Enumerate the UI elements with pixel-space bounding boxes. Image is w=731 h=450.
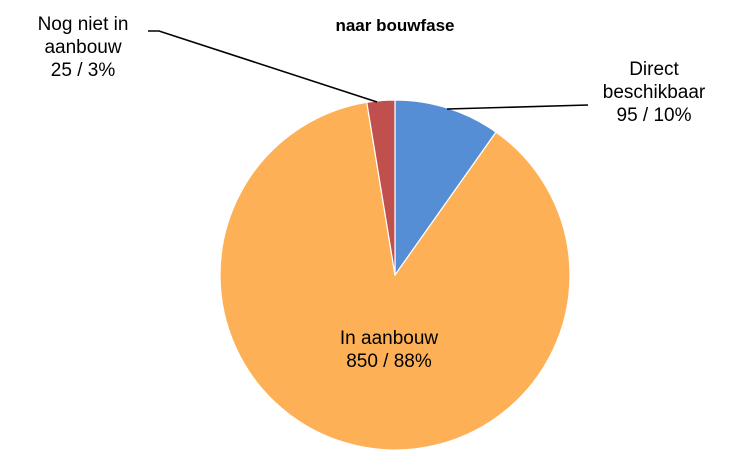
chart-title: naar bouwfase bbox=[335, 16, 454, 35]
slice-label-line: Direct bbox=[629, 59, 679, 80]
pie-slice-3 bbox=[366, 99, 396, 276]
leader-line-1 bbox=[446, 104, 589, 110]
data-labels: Direct beschikbaar 95 / 10% In aanbouw 850 /… bbox=[38, 14, 706, 372]
slice-label-line: 25 / 3% bbox=[51, 60, 116, 81]
slice-label-line: In aanbouw bbox=[340, 328, 439, 349]
slice-label-line: 850 / 88% bbox=[346, 351, 432, 372]
slice-label-2: In aanbouw 850 / 88% bbox=[340, 328, 439, 372]
pie-slice-2 bbox=[219, 101, 571, 450]
slice-label-line: Nog niet in bbox=[38, 14, 129, 35]
leader-lines bbox=[148, 30, 589, 110]
leader-line-3 bbox=[148, 30, 378, 103]
slice-label-line: beschikbaar bbox=[603, 82, 706, 103]
pie-slices bbox=[219, 99, 571, 450]
slice-label-line: 95 / 10% bbox=[617, 105, 692, 126]
slice-label-3: Nog niet in aanbouw 25 / 3% bbox=[38, 14, 129, 81]
slice-label-line: aanbouw bbox=[44, 37, 121, 58]
slice-label-1: Direct beschikbaar 95 / 10% bbox=[603, 59, 706, 126]
